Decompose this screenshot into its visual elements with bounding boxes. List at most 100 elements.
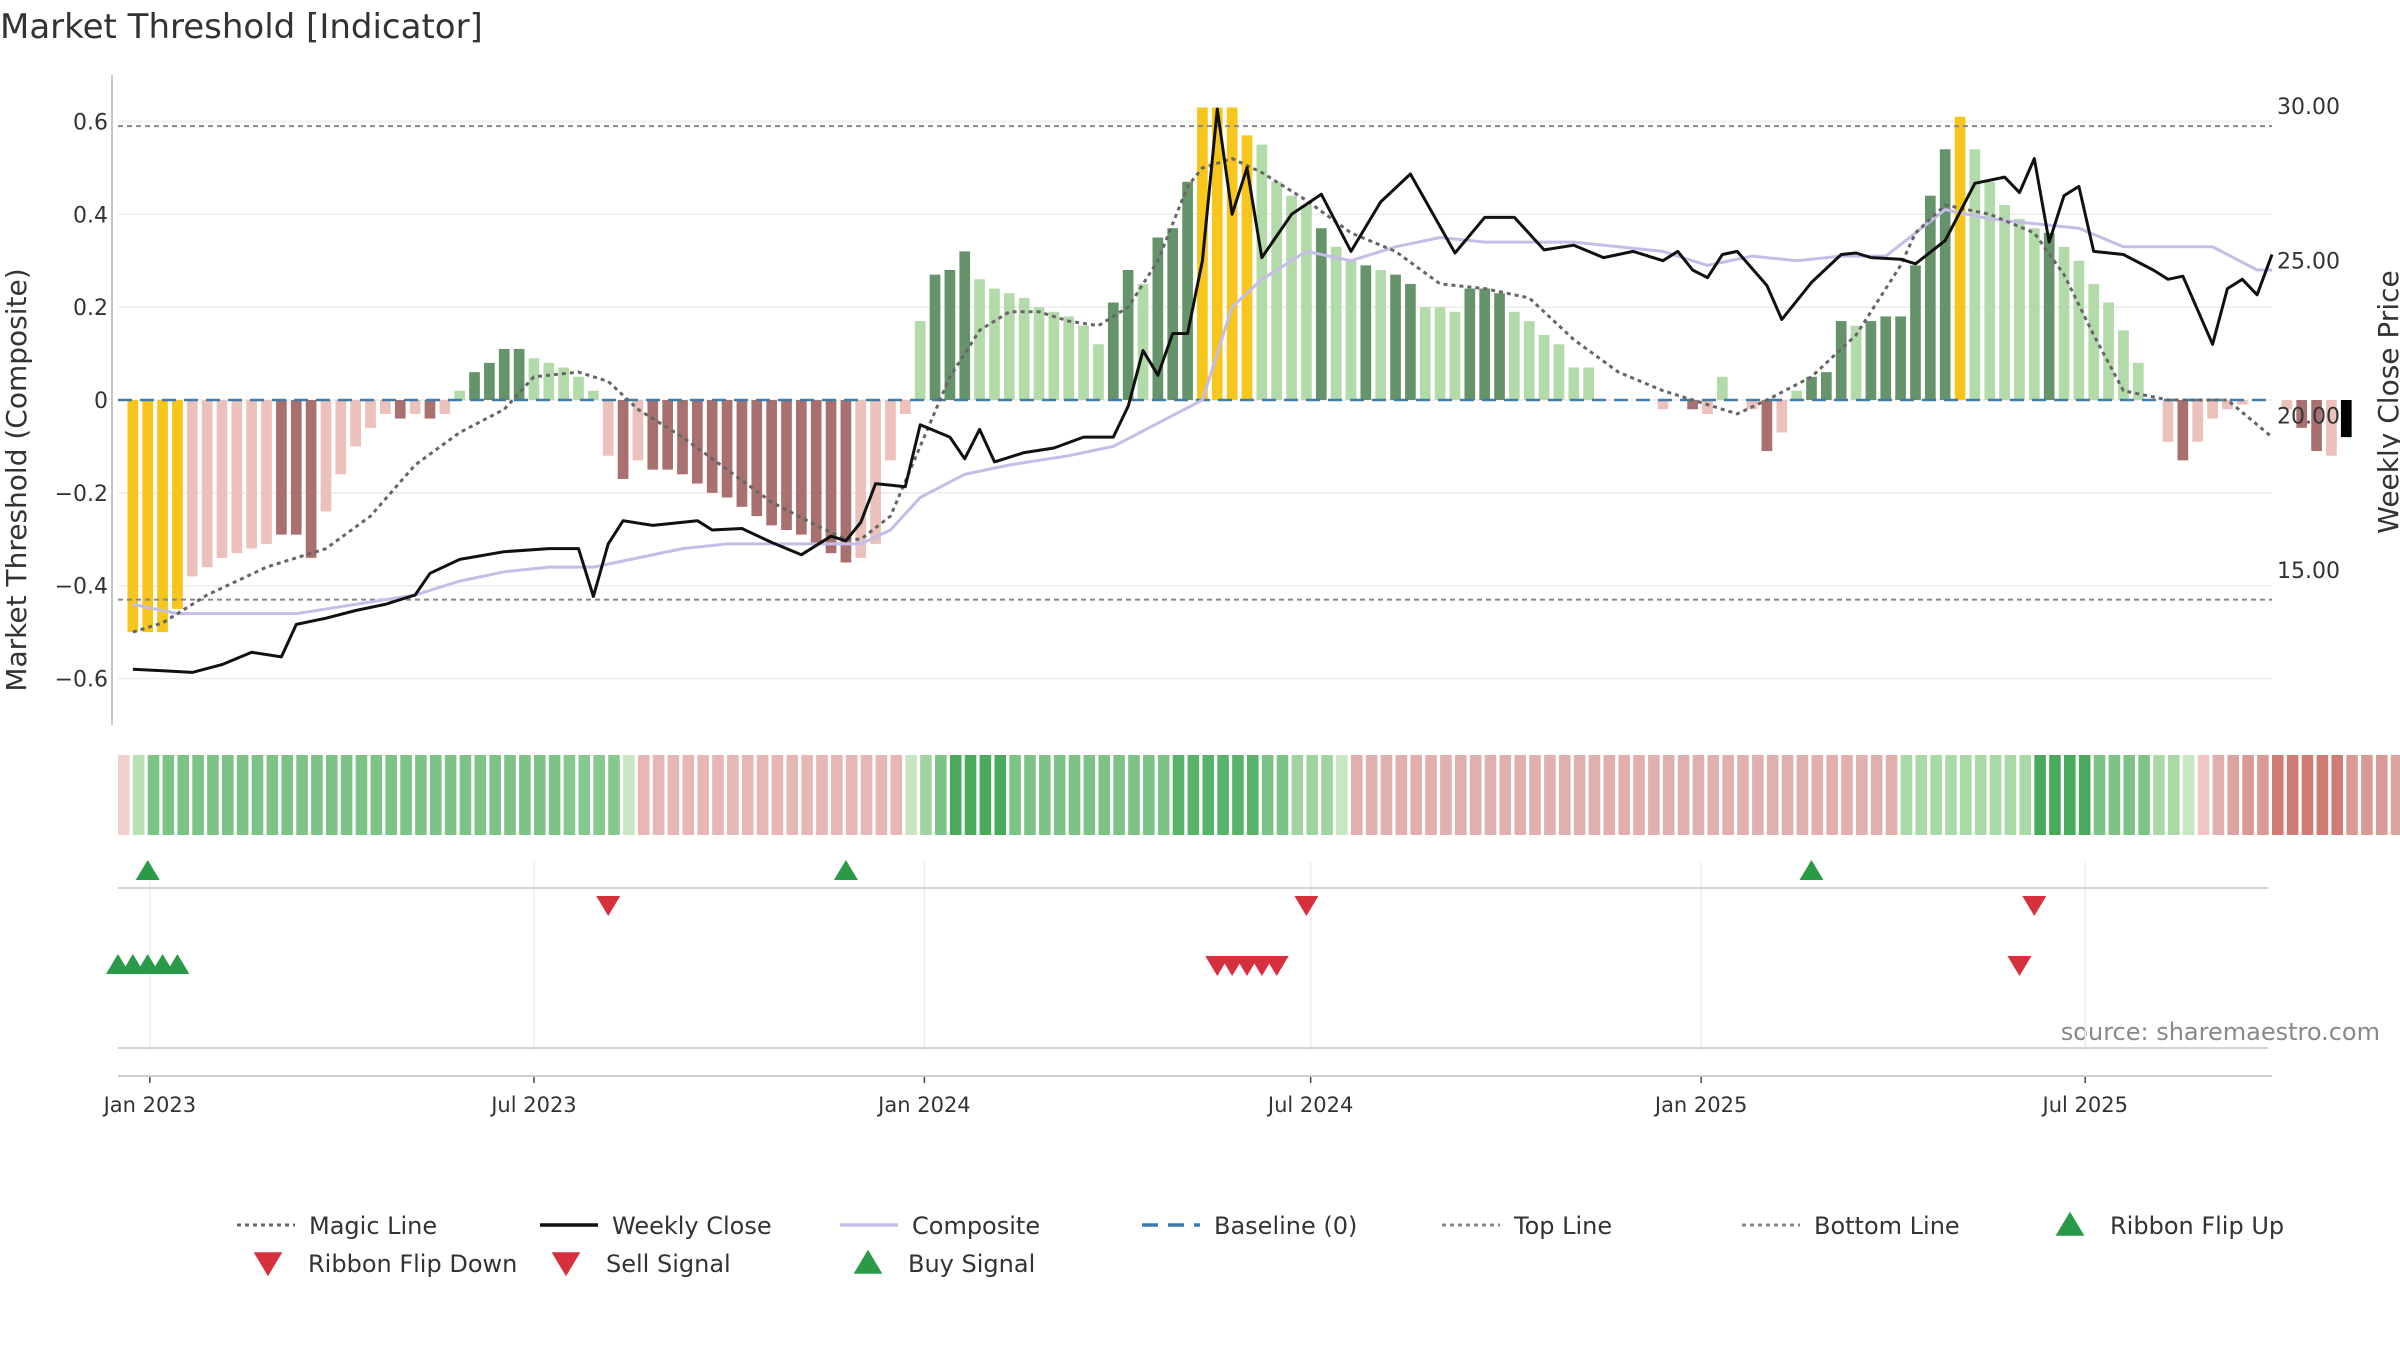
ribbon-cell xyxy=(905,755,917,835)
ribbon-cell xyxy=(1841,755,1853,835)
ribbon-cell xyxy=(1246,755,1259,835)
composite-bar xyxy=(543,362,555,400)
composite-bar xyxy=(1583,367,1595,400)
composite-bar xyxy=(1494,293,1505,400)
ribbon-cell xyxy=(623,755,635,835)
ribbon-cell xyxy=(236,755,249,835)
composite-bar xyxy=(1479,288,1491,400)
buy-signal-swatch xyxy=(853,1249,883,1274)
ribbon-cell xyxy=(1336,755,1348,835)
y-tick-label: −0.6 xyxy=(55,668,108,693)
ribbon-cell xyxy=(2242,755,2254,835)
y2-tick-label: 15.00 xyxy=(2277,559,2340,584)
ribbon-cell xyxy=(1202,755,1215,835)
ribbon-cell xyxy=(2375,755,2388,835)
legend-label: Composite xyxy=(912,1212,1040,1240)
ribbon-cell xyxy=(2361,755,2373,835)
sell-signal-marker xyxy=(1264,956,1289,976)
ribbon-flip-down-swatch xyxy=(253,1252,283,1277)
composite-bar xyxy=(959,251,971,400)
composite-bar xyxy=(1687,400,1698,410)
sell-signal-marker xyxy=(2007,956,2032,976)
composite-bar xyxy=(2132,362,2144,400)
ribbon-cell xyxy=(1083,755,1096,835)
ribbon-cell xyxy=(994,755,1007,835)
ribbon-cell xyxy=(1989,755,2002,835)
ribbon-cell xyxy=(1365,755,1378,835)
composite-bar xyxy=(736,400,748,507)
ribbon-cell xyxy=(1143,755,1155,835)
composite-bar xyxy=(632,400,644,461)
x-tick-label: Jul 2025 xyxy=(2041,1093,2128,1117)
composite-bar xyxy=(2058,246,2070,400)
composite-bar xyxy=(1122,270,1134,400)
ribbon-cell xyxy=(2286,755,2299,835)
ribbon-flip-down-marker xyxy=(1294,896,1319,916)
legend-item: Baseline (0) xyxy=(1142,1212,1357,1240)
legend: Magic Line Weekly Close Composite Baseline … xyxy=(237,1211,2284,1278)
ribbon-cell xyxy=(2019,755,2032,835)
ribbon-cell xyxy=(1573,755,1586,835)
composite-bar xyxy=(2118,330,2129,400)
legend-item: Sell Signal xyxy=(551,1250,731,1278)
composite-bar xyxy=(929,274,941,400)
ribbon-cell xyxy=(860,755,873,835)
magic-line xyxy=(132,156,2273,634)
ribbon-flip-up-swatch xyxy=(2055,1211,2085,1236)
composite-bar xyxy=(1256,144,1268,400)
composite-bar xyxy=(766,400,777,526)
composite-bar xyxy=(528,358,540,400)
composite-bar xyxy=(2028,228,2040,400)
ribbon-cell xyxy=(266,755,279,835)
ribbon-cell xyxy=(727,755,739,835)
composite-bar xyxy=(795,400,807,535)
ribbon-cell xyxy=(1380,755,1393,835)
composite-bar xyxy=(1954,116,1966,401)
composite-bar xyxy=(1657,400,1669,410)
composite-bar xyxy=(409,400,421,414)
composite-bar xyxy=(588,390,599,400)
ribbon-cell xyxy=(207,755,219,835)
ribbon-cell xyxy=(444,755,457,835)
composite-bar xyxy=(1880,316,1892,400)
composite-bar xyxy=(1390,274,1401,400)
x-tick-label: Jul 2024 xyxy=(1266,1093,1353,1117)
composite-bar xyxy=(261,400,272,544)
x-tick-label: Jan 2023 xyxy=(102,1093,197,1117)
composite-bar xyxy=(677,400,688,475)
composite-bar xyxy=(840,400,852,563)
composite-bar xyxy=(1003,293,1015,400)
ribbon-cell xyxy=(2168,755,2180,835)
ribbon-cell xyxy=(1157,755,1170,835)
composite-bar xyxy=(1315,228,1327,400)
ribbon-cell xyxy=(132,755,145,835)
ribbon-cell xyxy=(1856,755,1868,835)
ribbon-cell xyxy=(1603,755,1616,835)
composite-bar xyxy=(1107,302,1119,400)
ribbon-cell xyxy=(1529,755,1541,835)
ribbon-cell xyxy=(1321,755,1333,835)
ribbon-cell xyxy=(1039,755,1051,835)
axes: 0.6 0.4 0.2 0 −0.2 −0.4 −0.6 30.00 25.00 20.00 15.… xyxy=(55,75,2340,1117)
ribbon-cell xyxy=(1217,755,1229,835)
ribbon-cell xyxy=(296,755,308,835)
ribbon-cell xyxy=(1737,755,1749,835)
ribbon-cell xyxy=(1484,755,1497,835)
ribbon-cell xyxy=(1009,755,1021,835)
composite-bar xyxy=(810,400,822,544)
y-tick-label: 0.6 xyxy=(73,110,108,135)
ribbon-cell xyxy=(1677,755,1690,835)
y-tick-label: 0 xyxy=(94,389,108,414)
ribbon-cell xyxy=(1618,755,1630,835)
legend-label: Sell Signal xyxy=(606,1250,731,1278)
ribbon-cell xyxy=(311,755,323,835)
ribbon-cell xyxy=(2064,755,2076,835)
composite-bar xyxy=(647,400,659,470)
composite-bar xyxy=(1078,325,1089,400)
ribbon-cell xyxy=(2182,755,2195,835)
ribbon-cell xyxy=(1766,755,1779,835)
composite-bar xyxy=(558,367,570,400)
weekly-close-line xyxy=(132,107,2274,674)
legend-item: Ribbon Flip Down xyxy=(253,1250,517,1278)
composite-bar xyxy=(320,400,332,512)
